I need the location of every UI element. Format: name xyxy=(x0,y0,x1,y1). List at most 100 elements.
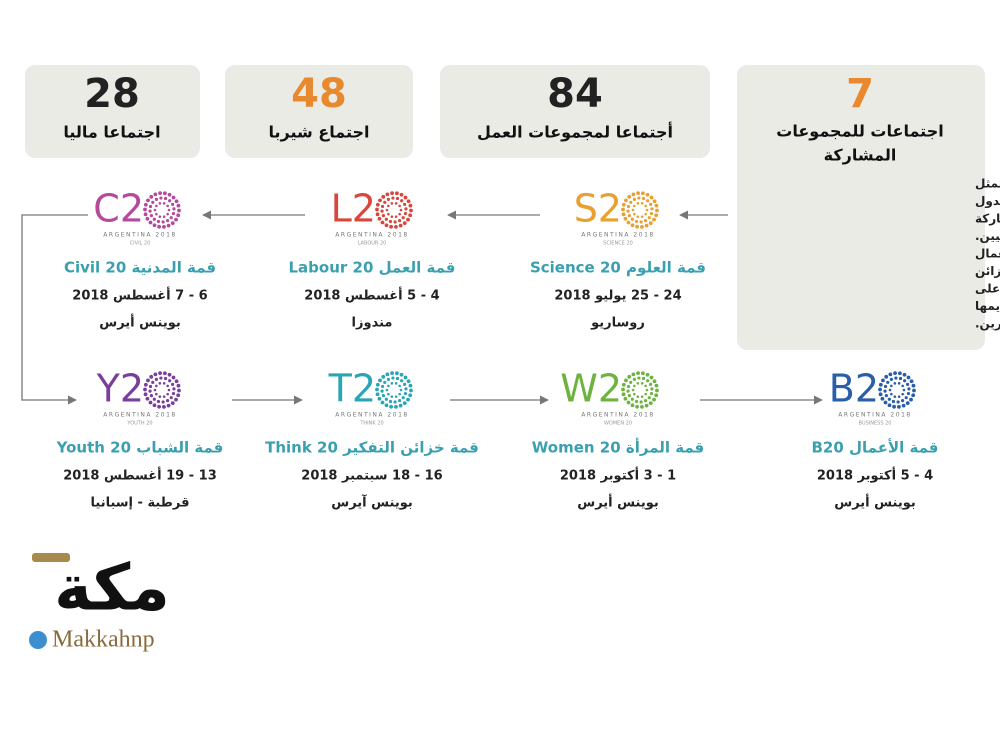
logo-dot xyxy=(393,220,397,224)
logo-dot xyxy=(152,397,156,401)
logo-dot xyxy=(654,383,659,388)
logo-dot xyxy=(649,391,654,396)
logo-dot xyxy=(171,195,176,200)
logo-dot xyxy=(626,204,631,209)
description-line: قطاعات مختلفة من مجتمع الدول xyxy=(975,194,1000,209)
logo-dot xyxy=(152,223,157,228)
logo-dot xyxy=(644,392,647,396)
logo-dot xyxy=(176,203,181,208)
logo-dot xyxy=(158,371,162,376)
logo-dot xyxy=(399,192,404,197)
logo-sub: CIVIL 20 xyxy=(130,241,151,247)
stat-box xyxy=(440,65,710,158)
logo-dot xyxy=(897,395,901,398)
logo-dot xyxy=(155,384,158,388)
group-title: قمة الأعمال B20 xyxy=(812,439,939,457)
logo-dot xyxy=(878,387,882,392)
logo-dot xyxy=(626,220,631,225)
logo-dot xyxy=(388,219,393,224)
logo-dot xyxy=(911,393,916,398)
stat-number: 84 xyxy=(547,71,603,117)
logo-dot xyxy=(386,377,391,381)
logo-dot xyxy=(171,211,176,216)
logo-dot xyxy=(172,207,176,211)
stat-number: 48 xyxy=(291,71,347,117)
logo-dot xyxy=(901,403,906,408)
stat-number: 7 xyxy=(846,71,874,117)
brand: مكة Makkahnp xyxy=(29,552,170,653)
logo-dot xyxy=(400,199,404,203)
logo-dot xyxy=(898,371,902,376)
logo-dot xyxy=(143,392,148,397)
logo-dot xyxy=(387,204,390,208)
logo-dot xyxy=(152,403,157,408)
logo-dot xyxy=(644,204,647,208)
logo-dot xyxy=(153,388,157,392)
logo-dot xyxy=(398,392,401,396)
logo-dot xyxy=(162,395,166,398)
logo-dot xyxy=(893,371,897,376)
logo-dot xyxy=(394,215,398,218)
description-line: والمجموعات منظمات مدنية تمثل xyxy=(975,177,1000,192)
logo-dot xyxy=(177,388,181,393)
logo-dot xyxy=(654,393,659,398)
logo-country: ARGENTINA 2018 xyxy=(581,232,654,239)
logo-dot xyxy=(404,207,408,211)
group-date: 6 - 7 أغسطس 2018 xyxy=(72,287,207,304)
logo-dot xyxy=(393,400,397,404)
logo-dot xyxy=(381,393,385,398)
logo-dot xyxy=(380,209,384,213)
logo-dot xyxy=(408,393,413,398)
logo-dot xyxy=(633,392,636,396)
group-city: بوينس أيرس xyxy=(577,494,659,511)
logo-dot xyxy=(385,192,390,197)
logo-dot xyxy=(381,194,386,199)
logo-dot xyxy=(171,382,175,387)
group-date: 13 - 19 أغسطس 2018 xyxy=(63,467,217,484)
brand-logo: مكة xyxy=(54,552,170,626)
logo-dot xyxy=(406,217,410,222)
logo-dot xyxy=(654,213,659,218)
logo-dot xyxy=(898,376,903,381)
logo-dot xyxy=(162,215,166,218)
logo-dot xyxy=(645,372,650,377)
logo-dot xyxy=(163,376,168,381)
logo-dot xyxy=(649,375,654,380)
logo-dot xyxy=(152,217,156,221)
logo-dot xyxy=(631,372,636,377)
logo-dot xyxy=(881,378,885,383)
logo-dot xyxy=(408,383,413,388)
logo-dot xyxy=(647,396,651,400)
logo-dot xyxy=(905,401,910,406)
group-title: قمة خزائن التفكير Think 20 xyxy=(265,439,479,457)
logo-dot xyxy=(390,395,394,398)
logo-dot xyxy=(375,207,379,212)
logo-dot xyxy=(389,404,393,409)
logo-dot xyxy=(902,388,906,392)
logo-dot xyxy=(636,371,640,376)
logo-dot xyxy=(159,196,163,200)
logo-dot xyxy=(386,197,391,201)
logo-dot xyxy=(650,207,654,211)
logo-dot xyxy=(646,379,650,383)
logo-dot xyxy=(909,397,913,402)
logo-dot xyxy=(375,392,380,397)
logo-dot xyxy=(377,396,382,401)
logo-dot xyxy=(383,380,387,384)
logo-dot xyxy=(153,372,158,377)
logo-dot xyxy=(397,399,402,403)
logo-dot xyxy=(394,382,398,385)
logo-dot xyxy=(880,396,885,401)
logo-dot xyxy=(390,202,394,205)
logo-letters: Y2 xyxy=(96,367,144,411)
logo-dot xyxy=(398,223,403,228)
logo-dot xyxy=(655,208,659,213)
logo-dot xyxy=(888,372,893,377)
logo-dot xyxy=(158,395,162,398)
logo-dot xyxy=(159,376,163,380)
logo-dot xyxy=(148,204,153,209)
logo-dot xyxy=(148,400,153,405)
logo-dot xyxy=(166,223,171,228)
logo-dot xyxy=(631,192,636,197)
